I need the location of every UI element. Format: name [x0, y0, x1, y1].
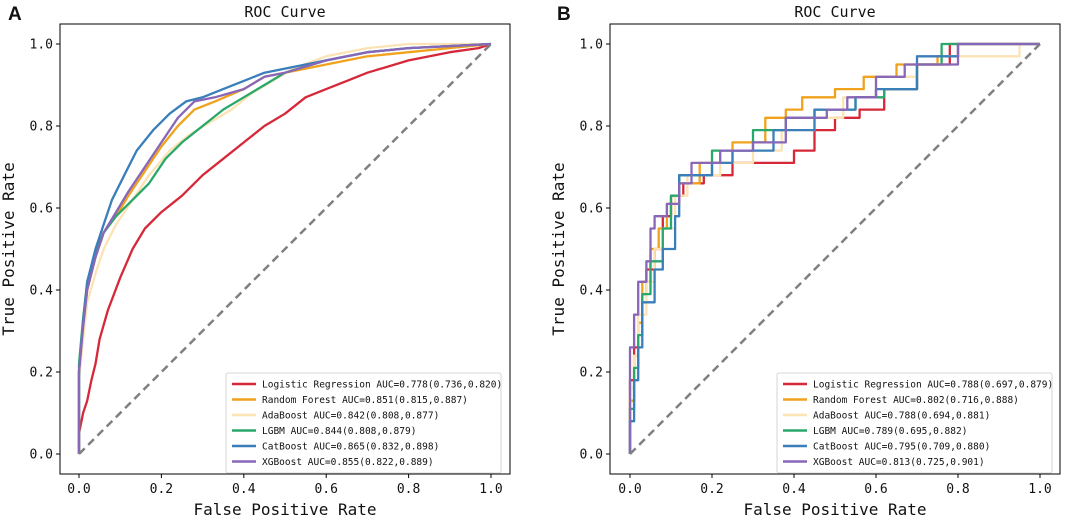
y-tick-label-a: 0.6 — [30, 202, 53, 217]
x-axis-label-b: False Positive Rate — [743, 500, 926, 519]
y-tick-label-a: 0.4 — [30, 284, 54, 299]
legend-entry-xgboost-a: XGBoost AUC=0.855(0.822,0.889) — [262, 457, 434, 468]
x-tick-label-a: 0.6 — [314, 482, 337, 497]
x-tick-label-b: 0.0 — [618, 482, 641, 497]
chart-title-a: ROC Curve — [244, 3, 325, 21]
legend-entry-catboost-b: CatBoost AUC=0.795(0.709,0.880) — [813, 442, 990, 453]
y-tick-label-a: 0.8 — [30, 120, 53, 135]
chance-diagonal-b — [629, 43, 1041, 455]
x-tick-label-a: 0.8 — [397, 482, 420, 497]
legend-entry-adaboost-b: AdaBoost AUC=0.788(0.694,0.881) — [813, 411, 990, 422]
y-tick-label-a: 0.0 — [30, 448, 53, 463]
roc-curve-catboost-a — [77, 42, 492, 454]
y-tick-label-b: 0.4 — [580, 284, 604, 299]
panel-letter-b: B — [557, 4, 571, 25]
legend-entry-random-forest-b: Random Forest AUC=0.802(0.716,0.888) — [813, 395, 1019, 406]
legend-b: Logistic Regression AUC=0.788(0.697,0.87… — [776, 372, 1053, 474]
roc-curve-logistic-regression-a — [77, 42, 492, 454]
x-axis-label-a: False Positive Rate — [193, 500, 376, 519]
legend-entry-logistic-regression-a: Logistic Regression AUC=0.778(0.736,0.82… — [262, 380, 502, 391]
x-tick-label-a: 0.2 — [150, 482, 173, 497]
legend-box-b — [776, 372, 1053, 474]
roc-curve-xgboost-b — [628, 42, 1040, 454]
y-axis-label-a: True Positive Rate — [0, 162, 18, 335]
y-tick-label-a: 1.0 — [30, 38, 53, 53]
legend-entry-xgboost-b: XGBoost AUC=0.813(0.725,0.901) — [813, 457, 985, 468]
x-tick-label-a: 1.0 — [479, 482, 502, 497]
y-tick-label-b: 1.0 — [580, 38, 603, 53]
y-tick-label-a: 0.2 — [30, 366, 53, 381]
roc-curve-adaboost-a — [77, 42, 491, 454]
legend-entry-adaboost-a: AdaBoost AUC=0.842(0.808,0.877) — [262, 411, 439, 422]
roc-curve-xgboost-a — [77, 42, 492, 454]
x-tick-label-a: 0.4 — [232, 482, 256, 497]
legend-entry-lgbm-b: LGBM AUC=0.789(0.695,0.882) — [813, 426, 967, 437]
panel-letter-a: A — [8, 4, 22, 25]
y-tick-label-b: 0.6 — [580, 202, 603, 217]
x-tick-label-b: 0.2 — [700, 482, 723, 497]
plot-frame-a — [59, 23, 511, 475]
x-tick-label-a: 0.0 — [67, 482, 90, 497]
legend-box-a — [225, 372, 502, 474]
chart-title-b: ROC Curve — [794, 3, 875, 21]
legend-entry-catboost-a: CatBoost AUC=0.865(0.832,0.898) — [262, 442, 439, 453]
x-tick-label-b: 0.8 — [946, 482, 969, 497]
roc-panel-a: A ROC Curve 0.0 0.2 0.4 0.6 0.8 1.0 0.0 0.2 0.4 0.6… — [0, 3, 511, 519]
roc-panel-b: B ROC Curve 0.0 0.2 0.4 0.6 0.8 1.0 0.0 0.2 0.4 0.6… — [549, 3, 1061, 519]
legend-entry-random-forest-a: Random Forest AUC=0.851(0.815,0.887) — [262, 395, 468, 406]
chance-diagonal-a — [78, 43, 492, 455]
y-axis-label-b: True Positive Rate — [549, 162, 568, 335]
y-tick-label-b: 0.8 — [580, 120, 603, 135]
legend-a: Logistic Regression AUC=0.778(0.736,0.82… — [225, 372, 502, 474]
x-tick-label-b: 1.0 — [1028, 482, 1051, 497]
y-tick-label-b: 0.2 — [580, 366, 603, 381]
legend-entry-logistic-regression-b: Logistic Regression AUC=0.788(0.697,0.87… — [813, 380, 1053, 391]
x-tick-label-b: 0.6 — [864, 482, 887, 497]
plot-frame-b — [609, 23, 1061, 475]
x-tick-label-b: 0.4 — [782, 482, 806, 497]
y-tick-label-b: 0.0 — [580, 448, 603, 463]
legend-entry-lgbm-a: LGBM AUC=0.844(0.808,0.879) — [262, 426, 416, 437]
